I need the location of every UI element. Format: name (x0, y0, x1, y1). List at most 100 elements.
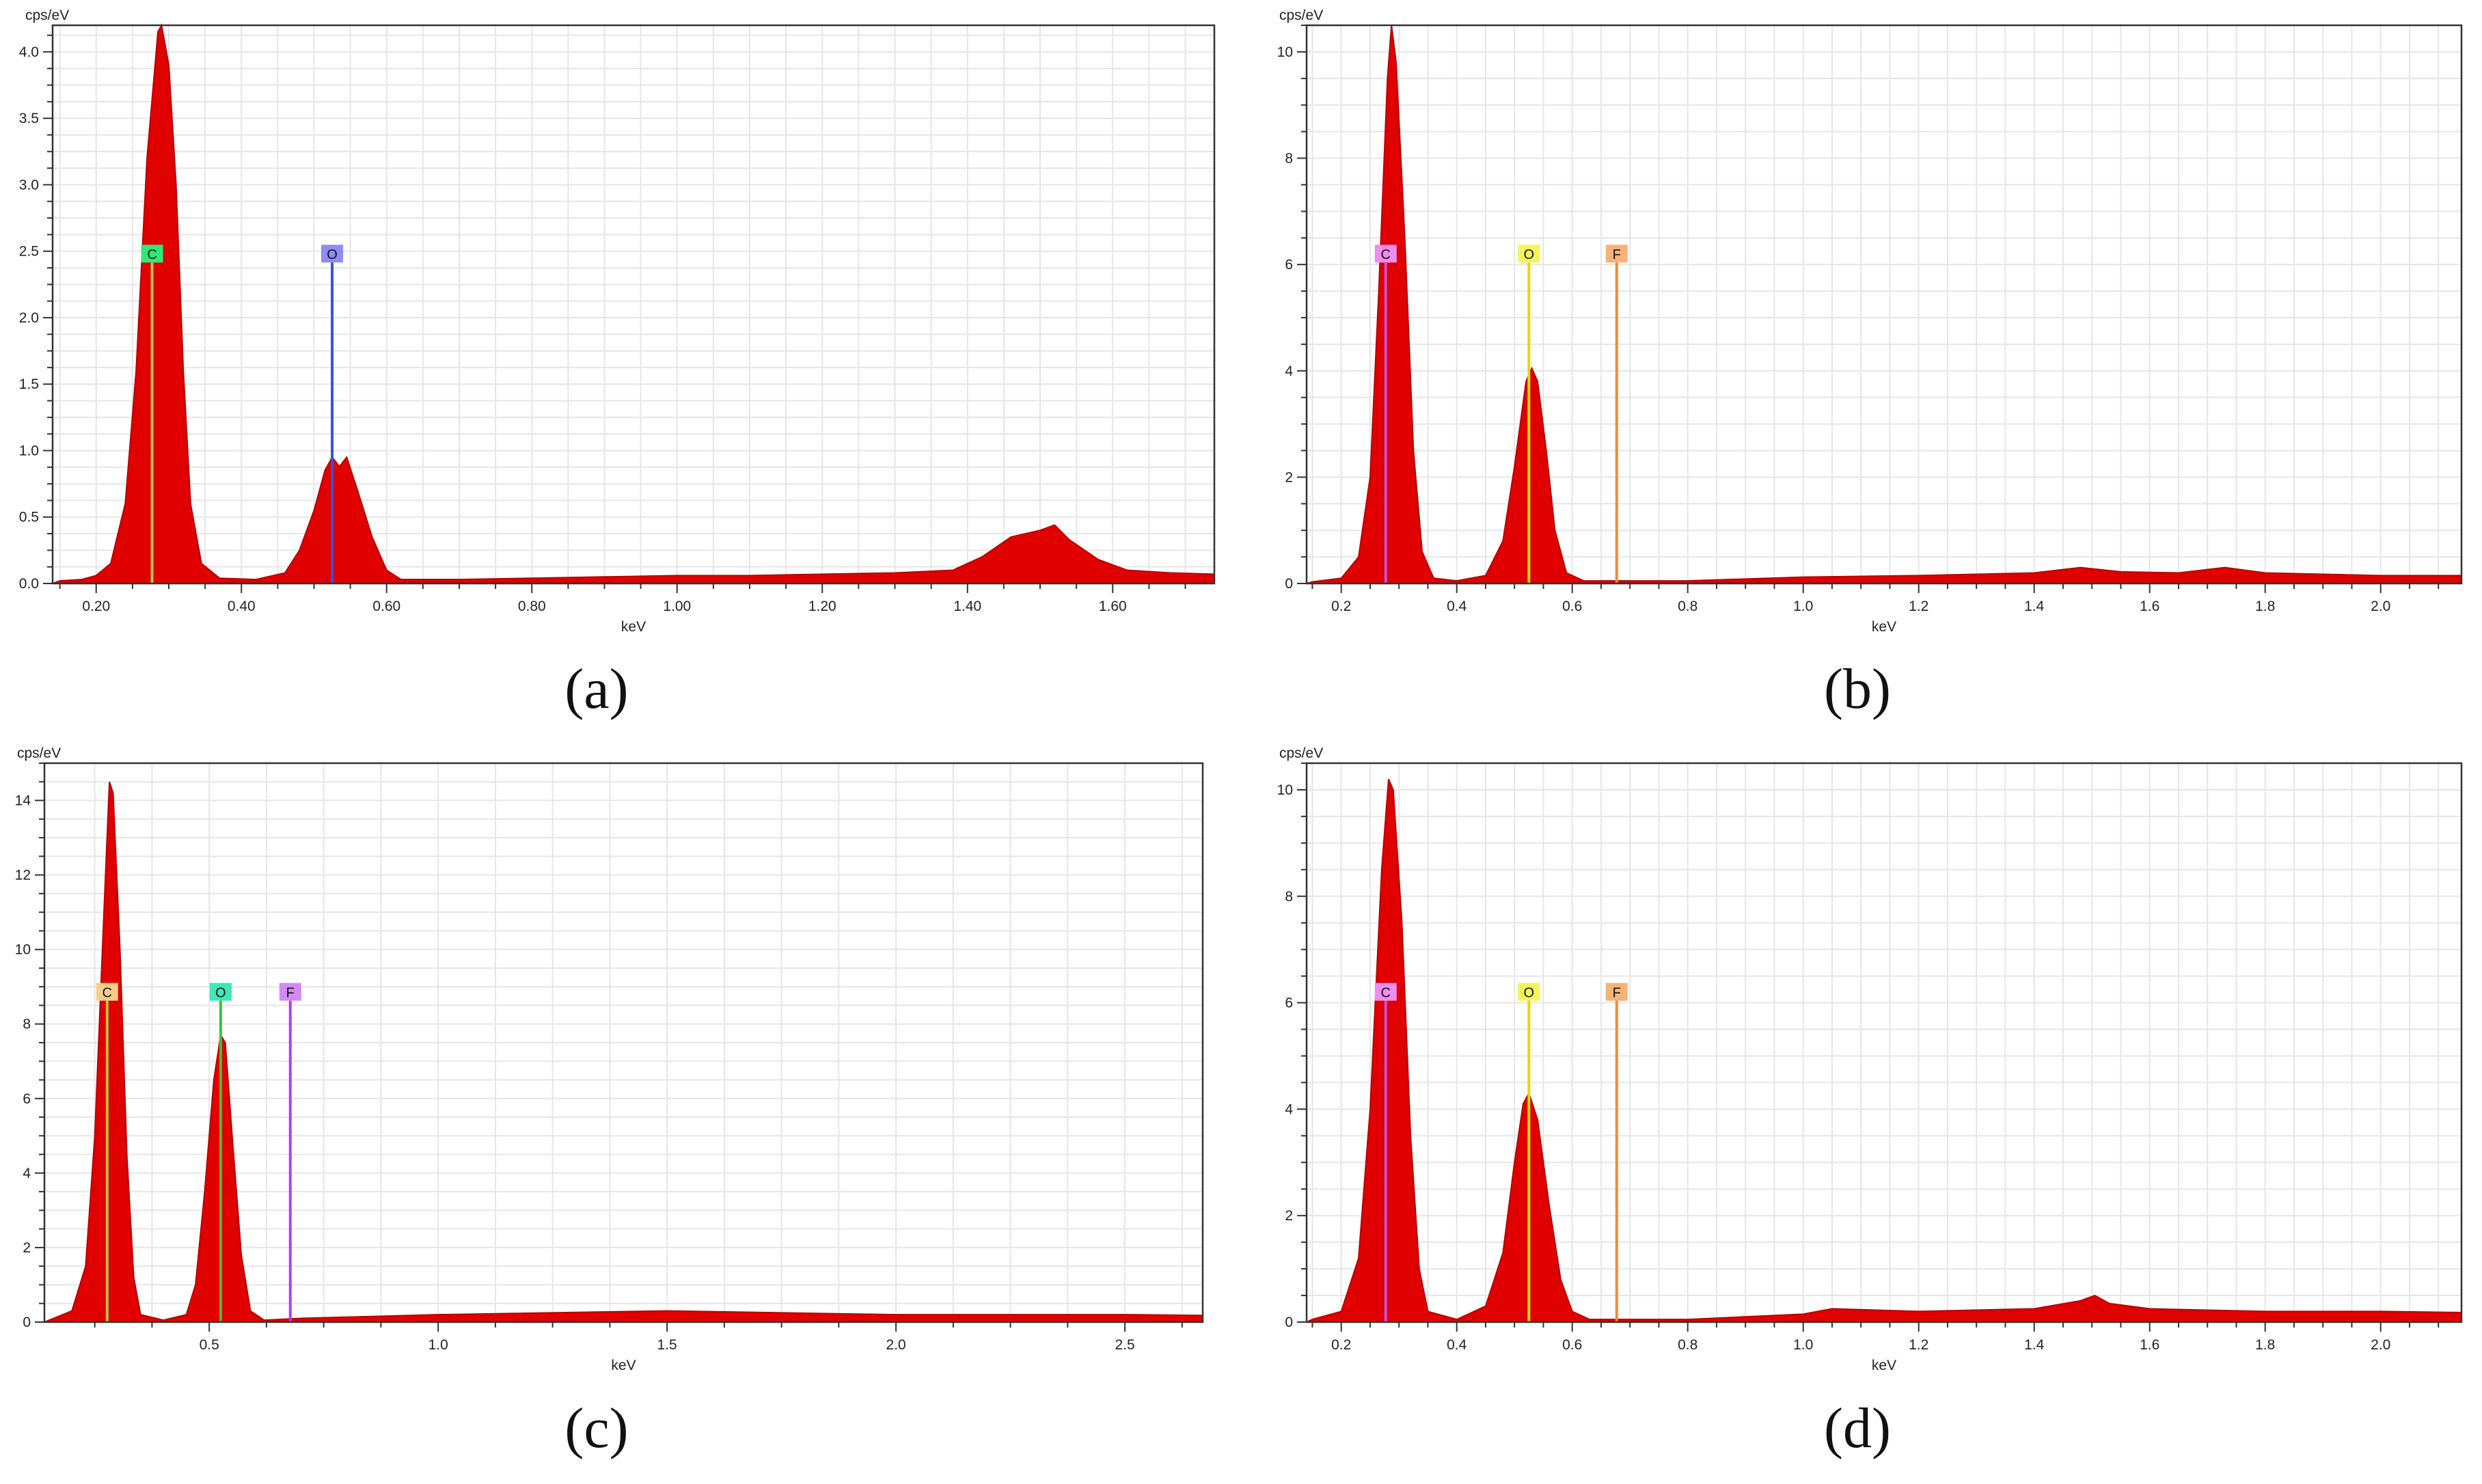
spectrum-area (1306, 25, 2462, 584)
y-tick-label: 12 (15, 868, 31, 883)
element-label-F: F (286, 986, 295, 1001)
y-axis-title: cps/eV (1279, 745, 1323, 761)
element-label-box-F (1605, 245, 1628, 263)
y-tick-label: 0.5 (19, 510, 39, 525)
element-label-C: C (1381, 247, 1391, 262)
x-tick-label: 0.5 (200, 1337, 219, 1353)
panel-b-caption-text: (b) (1824, 657, 1891, 721)
x-axis-title: keV (611, 1358, 636, 1373)
x-tick-label: 1.0 (1793, 1337, 1813, 1353)
x-tick-label: 0.80 (518, 599, 546, 614)
element-label-box-O (1518, 245, 1540, 263)
spectrum-area (44, 781, 1203, 1323)
x-tick-label: 1.60 (1099, 599, 1127, 614)
panel-d-caption: (d) (1721, 1395, 1994, 1461)
x-tick-label: 1.8 (2255, 1337, 2275, 1353)
spectrum-area (52, 23, 1215, 584)
panel-a-caption-text: (a) (564, 657, 629, 721)
spectrum-area (1306, 778, 2462, 1323)
x-tick-label: 2.0 (886, 1337, 906, 1353)
x-tick-label: 1.6 (2140, 599, 2159, 614)
y-tick-label: 14 (15, 793, 31, 809)
element-label-F: F (1613, 986, 1621, 1001)
y-tick-label: 0 (23, 1315, 31, 1330)
x-tick-label: 2.5 (1115, 1337, 1135, 1353)
x-tick-label: 1.0 (428, 1337, 448, 1353)
element-label-box-F (1605, 983, 1628, 1001)
x-tick-label: 1.2 (1909, 599, 1928, 614)
y-axis-title: cps/eV (17, 745, 61, 761)
plot-area (1307, 25, 2461, 583)
x-tick-label: 0.40 (228, 599, 256, 614)
y-tick-label: 4.0 (19, 44, 39, 60)
y-tick-label: 4 (1285, 1101, 1293, 1117)
x-tick-label: 0.2 (1331, 1337, 1351, 1353)
y-tick-label: 8 (1285, 151, 1293, 167)
x-axis-title: keV (1872, 1358, 1896, 1373)
x-tick-label: 2.0 (2371, 1337, 2390, 1353)
element-label-C: C (1381, 986, 1391, 1001)
panel-a-caption: (a) (460, 656, 733, 722)
x-axis-title: keV (621, 619, 646, 635)
element-label-box-O (321, 245, 344, 263)
x-tick-label: 1.6 (2140, 1337, 2159, 1353)
element-label-box-C (96, 983, 118, 1001)
element-label-C: C (103, 986, 112, 1001)
x-tick-label: 0.2 (1331, 599, 1351, 614)
x-tick-label: 2.0 (2371, 599, 2390, 614)
element-label-box-C (1374, 983, 1397, 1001)
x-tick-label: 1.20 (808, 599, 836, 614)
y-tick-label: 1.0 (19, 443, 39, 458)
x-tick-label: 0.20 (82, 599, 110, 614)
element-label-O: O (215, 986, 226, 1001)
panel-c-caption-text: (c) (564, 1397, 629, 1460)
element-label-box-O (209, 983, 232, 1001)
plot-frame (51, 24, 1216, 585)
y-tick-label: 3.5 (19, 111, 39, 126)
element-label-F: F (1613, 247, 1621, 262)
y-tick-label: 6 (1285, 257, 1293, 273)
y-tick-label: 2.0 (19, 310, 39, 326)
plot-area (1307, 763, 2461, 1322)
x-tick-label: 1.0 (1793, 599, 1813, 614)
y-tick-label: 0 (1285, 1315, 1293, 1330)
x-tick-label: 1.00 (663, 599, 691, 614)
element-label-box-C (141, 245, 163, 263)
y-tick-label: 8 (1285, 889, 1293, 905)
y-tick-label: 10 (1277, 44, 1293, 60)
x-tick-label: 1.4 (2024, 599, 2045, 614)
y-tick-label: 6 (23, 1091, 31, 1107)
x-tick-label: 1.5 (657, 1337, 677, 1353)
element-label-O: O (327, 247, 338, 262)
y-tick-label: 6 (1285, 995, 1293, 1011)
plot-frame (1305, 24, 2463, 585)
x-tick-label: 0.8 (1678, 1337, 1697, 1353)
y-tick-label: 4 (23, 1166, 31, 1181)
plot-frame (1305, 762, 2463, 1323)
y-tick-label: 0 (1285, 576, 1293, 592)
y-tick-label: 10 (1277, 782, 1293, 798)
x-tick-label: 0.6 (1562, 599, 1582, 614)
y-tick-label: 2 (1285, 1208, 1293, 1224)
element-label-box-F (279, 983, 301, 1001)
panel-c-caption: (c) (460, 1395, 733, 1461)
panel-b-caption: (b) (1721, 656, 1994, 722)
x-tick-label: 1.2 (1909, 1337, 1928, 1353)
element-label-O: O (1524, 986, 1535, 1001)
y-tick-label: 1.5 (19, 376, 39, 392)
y-tick-label: 10 (15, 942, 31, 958)
y-tick-label: 2.5 (19, 244, 39, 260)
y-axis-title: cps/eV (25, 8, 69, 23)
y-tick-label: 3.0 (19, 177, 39, 193)
y-tick-label: 2 (1285, 469, 1293, 485)
y-tick-label: 8 (23, 1017, 31, 1032)
element-label-box-O (1518, 983, 1540, 1001)
x-tick-label: 1.40 (953, 599, 981, 614)
x-tick-label: 0.60 (372, 599, 400, 614)
panel-d-caption-text: (d) (1824, 1397, 1891, 1460)
